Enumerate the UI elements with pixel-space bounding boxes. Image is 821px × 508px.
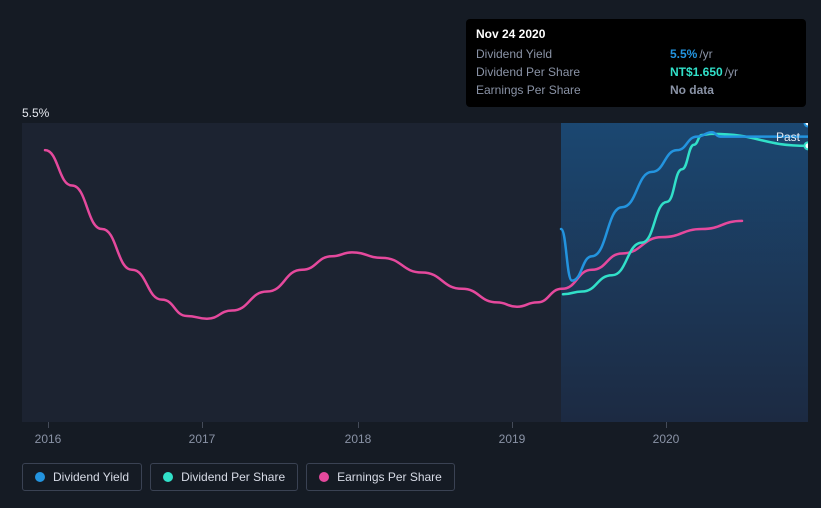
legend-label: Dividend Yield (53, 470, 129, 484)
chart-legend: Dividend Yield Dividend Per Share Earnin… (22, 463, 455, 491)
x-tick (358, 422, 359, 428)
x-axis-label: 2019 (499, 432, 526, 446)
y-axis-max-label: 5.5% (22, 106, 49, 120)
tooltip-row: Dividend Yield 5.5%/yr (476, 45, 796, 63)
tooltip-date: Nov 24 2020 (476, 27, 796, 41)
tooltip-table: Dividend Yield 5.5%/yr Dividend Per Shar… (476, 45, 796, 99)
legend-item-dividend-per-share[interactable]: Dividend Per Share (150, 463, 298, 491)
tooltip-row-label: Dividend Per Share (476, 63, 670, 81)
dividend-per-share-end-dot (805, 142, 809, 149)
tooltip-row-value: 5.5%/yr (670, 45, 796, 63)
x-tick (202, 422, 203, 428)
tooltip-row: Earnings Per Share No data (476, 81, 796, 99)
chart-tooltip: Nov 24 2020 Dividend Yield 5.5%/yr Divid… (466, 19, 806, 107)
legend-swatch (319, 472, 329, 482)
legend-label: Earnings Per Share (337, 470, 442, 484)
legend-item-dividend-yield[interactable]: Dividend Yield (22, 463, 142, 491)
dividend-yield-end-dot (805, 123, 809, 127)
tooltip-row-label: Dividend Yield (476, 45, 670, 63)
x-tick (48, 422, 49, 428)
tooltip-row-label: Earnings Per Share (476, 81, 670, 99)
x-axis-label: 2016 (35, 432, 62, 446)
x-tick (666, 422, 667, 428)
dividend-chart: Nov 24 2020 Dividend Yield 5.5%/yr Divid… (0, 0, 821, 508)
x-axis-label: 2020 (653, 432, 680, 446)
x-axis-label: 2018 (345, 432, 372, 446)
x-tick (512, 422, 513, 428)
legend-swatch (35, 472, 45, 482)
tooltip-row-value: No data (670, 81, 796, 99)
legend-label: Dividend Per Share (181, 470, 285, 484)
tooltip-row-value: NT$1.650/yr (670, 63, 796, 81)
legend-item-earnings-per-share[interactable]: Earnings Per Share (306, 463, 455, 491)
past-label: Past (776, 130, 800, 144)
legend-swatch (163, 472, 173, 482)
tooltip-row: Dividend Per Share NT$1.650/yr (476, 63, 796, 81)
chart-plot-area[interactable] (22, 123, 808, 422)
x-axis-label: 2017 (189, 432, 216, 446)
